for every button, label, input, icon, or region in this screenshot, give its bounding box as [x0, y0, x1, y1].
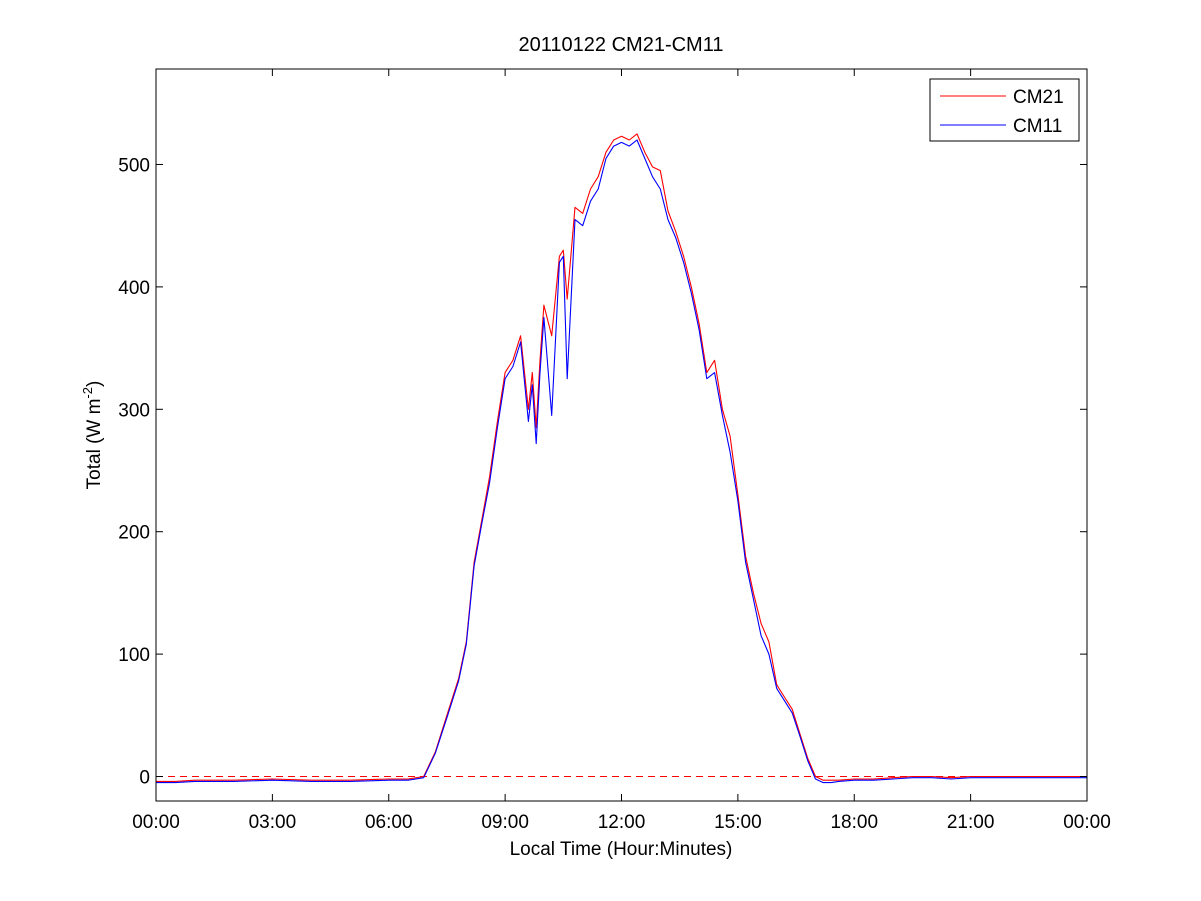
- series-layer: [156, 133, 1087, 784]
- y-tick-label: 100: [118, 645, 150, 666]
- legend-label-cm11: CM11: [1013, 116, 1062, 137]
- ticks-layer: 00:00 03:00 06:00 09:00 12:00 15:00 18:00 21:00…: [118, 69, 1111, 833]
- legend-box: [929, 78, 1080, 142]
- y-tick-label: 400: [118, 278, 150, 299]
- y-tick-label: 0: [139, 768, 150, 789]
- y-axis-label: Total (W m-2): [80, 381, 105, 490]
- x-tick-label: 12:00: [598, 812, 646, 833]
- x-tick-label: 09:00: [481, 812, 529, 833]
- y-tick-label: 200: [118, 523, 150, 544]
- x-tick-label: 03:00: [249, 812, 297, 833]
- plot-area: [156, 69, 1087, 801]
- x-tick-label: 15:00: [714, 812, 762, 833]
- x-tick-label: 06:00: [365, 812, 413, 833]
- y-axis-label-prefix: Total (W m: [84, 399, 105, 490]
- y-tick-label: 300: [118, 400, 150, 421]
- series-line-cm11: [156, 139, 1087, 784]
- chart-title: 20110122 CM21-CM11: [519, 34, 724, 56]
- y-tick-label: 500: [118, 155, 150, 176]
- y-axis-label-suffix: ): [84, 381, 105, 387]
- x-tick-label: 00:00: [132, 812, 180, 833]
- legend-label-cm21: CM21: [1013, 87, 1064, 108]
- x-tick-label: 00:00: [1063, 812, 1111, 833]
- x-tick-label: 18:00: [830, 812, 878, 833]
- legend: CM21 CM11: [929, 78, 1080, 142]
- x-axis-label: Local Time (Hour:Minutes): [510, 839, 733, 860]
- y-axis-label-superscript: -2: [80, 387, 95, 399]
- x-tick-label: 21:00: [947, 812, 995, 833]
